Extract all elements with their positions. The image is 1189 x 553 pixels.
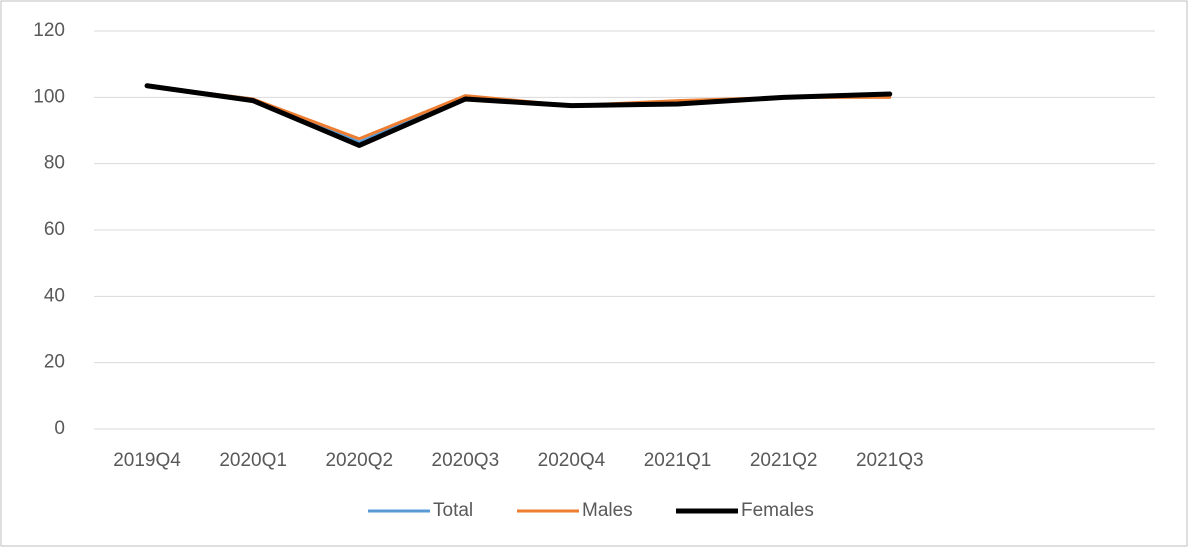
x-tick-label: 2021Q3 — [856, 450, 924, 471]
x-tick-label: 2020Q3 — [432, 450, 500, 471]
y-tick-label: 0 — [54, 418, 65, 439]
legend-label: Females — [741, 500, 814, 521]
y-tick-label: 60 — [44, 219, 65, 240]
x-tick-label: 2020Q1 — [219, 450, 287, 471]
y-tick-label: 100 — [33, 86, 65, 107]
y-tick-label: 80 — [44, 153, 65, 174]
x-tick-label: 2020Q2 — [325, 450, 393, 471]
y-tick-label: 20 — [44, 352, 65, 373]
x-tick-label: 2021Q1 — [644, 450, 712, 471]
x-tick-label: 2019Q4 — [113, 450, 181, 471]
y-tick-label: 40 — [44, 285, 65, 306]
legend-label: Males — [582, 500, 633, 521]
y-tick-label: 120 — [33, 20, 65, 41]
legend-label: Total — [433, 500, 473, 521]
series-line — [144, 83, 893, 148]
x-tick-label: 2020Q4 — [538, 450, 606, 471]
x-tick-label: 2021Q2 — [750, 450, 818, 471]
